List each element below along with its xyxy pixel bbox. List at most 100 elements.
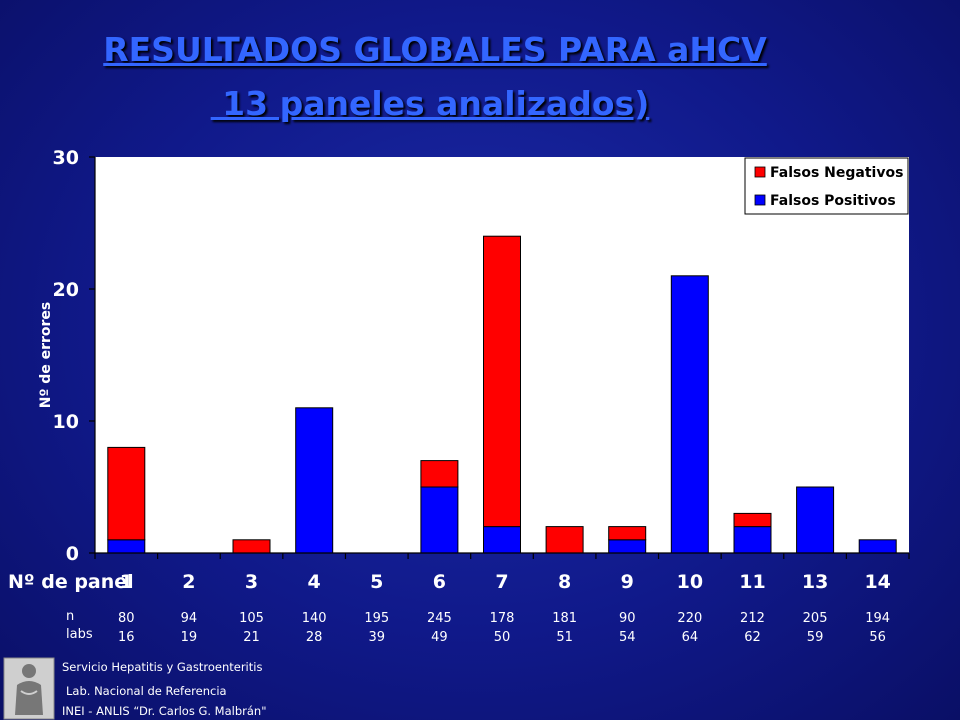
bar-negativos-panel-7 [483, 235, 521, 528]
legend-swatch-positivos [754, 194, 766, 206]
percent-label: 0.5% [854, 491, 885, 505]
labs-row-label: labs [66, 627, 93, 642]
n-value: 195 [364, 611, 389, 626]
labs-value: 49 [431, 630, 448, 645]
x-tick-label: 3 [245, 571, 258, 593]
total-value-label: 3 [741, 490, 749, 504]
total-value-label: 7 [428, 438, 436, 452]
total-value-label: 11 [299, 385, 314, 399]
n-value: 140 [302, 611, 327, 626]
n-value: 94 [181, 611, 198, 626]
bar-negativos-panel-9 [608, 526, 647, 541]
bar-negativos-panel-8 [545, 526, 584, 554]
percent-label: 9.5% [667, 227, 698, 241]
n-value: 178 [490, 611, 515, 626]
bar-positivos-panel-10 [670, 275, 709, 554]
labs-value: 62 [744, 630, 761, 645]
n-value: 205 [803, 611, 828, 626]
legend: Falsos Negativos Falsos Positivos [744, 157, 909, 215]
footer-line-2: Lab. Nacional de Referencia [66, 684, 227, 698]
total-value-label: 24 [486, 213, 501, 227]
x-tick-label: 10 [677, 571, 703, 593]
percent-label: 2.9 % [414, 412, 448, 426]
n-value: 245 [427, 611, 452, 626]
x-tick-label: 1 [120, 571, 133, 593]
x-tick-label: 2 [182, 571, 195, 593]
percent-label: 1.1 % [539, 478, 573, 492]
bar-positivos-panel-9 [608, 539, 647, 554]
axes-layer: 0 10 20 30 Nº de errores Nº de panel [8, 147, 910, 593]
x-tick-label: 5 [370, 571, 383, 593]
n-value: 181 [552, 611, 577, 626]
bar-positivos-panel-6 [420, 486, 459, 554]
labs-value: 39 [368, 630, 385, 645]
footer-line-3: INEI - ANLIS “Dr. Carlos G. Malbrán" [62, 704, 267, 718]
y-tick-label: 30 [53, 147, 79, 169]
labs-value: 19 [181, 630, 198, 645]
n-row-label: n [66, 609, 74, 624]
percent-label: 0.95% [224, 491, 262, 505]
labs-value: 59 [807, 630, 824, 645]
percent-label: 0 % [169, 532, 192, 546]
institution-logo-icon [3, 657, 55, 720]
total-value-label: 21 [674, 253, 689, 267]
x-tick-label: 8 [558, 571, 571, 593]
labs-value: 21 [243, 630, 260, 645]
percent-label: 7.9 % [289, 359, 323, 373]
x-tick-label: 11 [739, 571, 765, 593]
bar-positivos-panel-7 [483, 526, 521, 554]
n-value: 90 [619, 611, 636, 626]
bar-negativos-panel-3 [232, 539, 271, 554]
x-tick-label: 14 [864, 571, 890, 593]
labs-value: 54 [619, 630, 636, 645]
labs-value: 28 [306, 630, 323, 645]
labs-value: 56 [869, 630, 886, 645]
percent-label: 2.9% [792, 438, 823, 452]
chart-title: RESULTADOS GLOBALES PARA aHCV [103, 30, 767, 69]
y-tick-label: 0 [66, 543, 79, 565]
bar-positivos-panel-4 [295, 407, 334, 554]
labs-value: 51 [556, 630, 573, 645]
percent-label: 1.0 % [602, 478, 636, 492]
y-axis-title: Nº de errores [38, 302, 54, 409]
x-tick-label: 9 [621, 571, 634, 593]
bar-positivos-panel-13 [796, 486, 835, 554]
percent-label: 1.4% [729, 464, 760, 478]
footer-line-1: Servicio Hepatitis y Gastroenteritis [62, 660, 263, 674]
y-tick-label: 10 [53, 411, 79, 433]
total-value-label: 1 [240, 517, 248, 531]
legend-box [744, 157, 909, 215]
n-value: 80 [118, 611, 135, 626]
x-tick-label: 7 [495, 571, 508, 593]
bar-positivos-panel-14 [858, 539, 897, 554]
n-value: 212 [740, 611, 765, 626]
legend-label-negativos: Falsos Negativos [770, 165, 903, 181]
bar-positivos-panel-11 [733, 526, 772, 554]
total-value-label: 2 [553, 504, 561, 518]
percent-label: 0 % [357, 532, 380, 546]
total-value-label: 1 [866, 517, 874, 531]
y-tick-label: 20 [53, 279, 79, 301]
bar-negativos-panel-1 [107, 446, 146, 541]
legend-label-positivos: Falsos Positivos [770, 193, 896, 209]
total-value-label: 6 [803, 464, 811, 478]
x-tick-label: 6 [433, 571, 446, 593]
bars-layer [107, 235, 897, 554]
total-value-label: 2 [615, 504, 623, 518]
bar-negativos-panel-11 [733, 512, 772, 528]
x-tick-label: 13 [802, 571, 828, 593]
labs-value: 64 [682, 630, 699, 645]
labs-value: 50 [494, 630, 511, 645]
n-value: 105 [239, 611, 264, 626]
bar-negativos-panel-6 [420, 460, 459, 488]
x-axis-title: Nº de panel [8, 571, 134, 593]
n-value: 194 [865, 611, 890, 626]
bar-positivos-panel-1 [107, 539, 146, 554]
n-value: 220 [677, 611, 702, 626]
labs-value: 16 [118, 630, 135, 645]
percent-label: 13.5 % [473, 187, 515, 201]
legend-swatch-negativos [754, 166, 766, 178]
total-value-label: 8 [114, 424, 122, 438]
